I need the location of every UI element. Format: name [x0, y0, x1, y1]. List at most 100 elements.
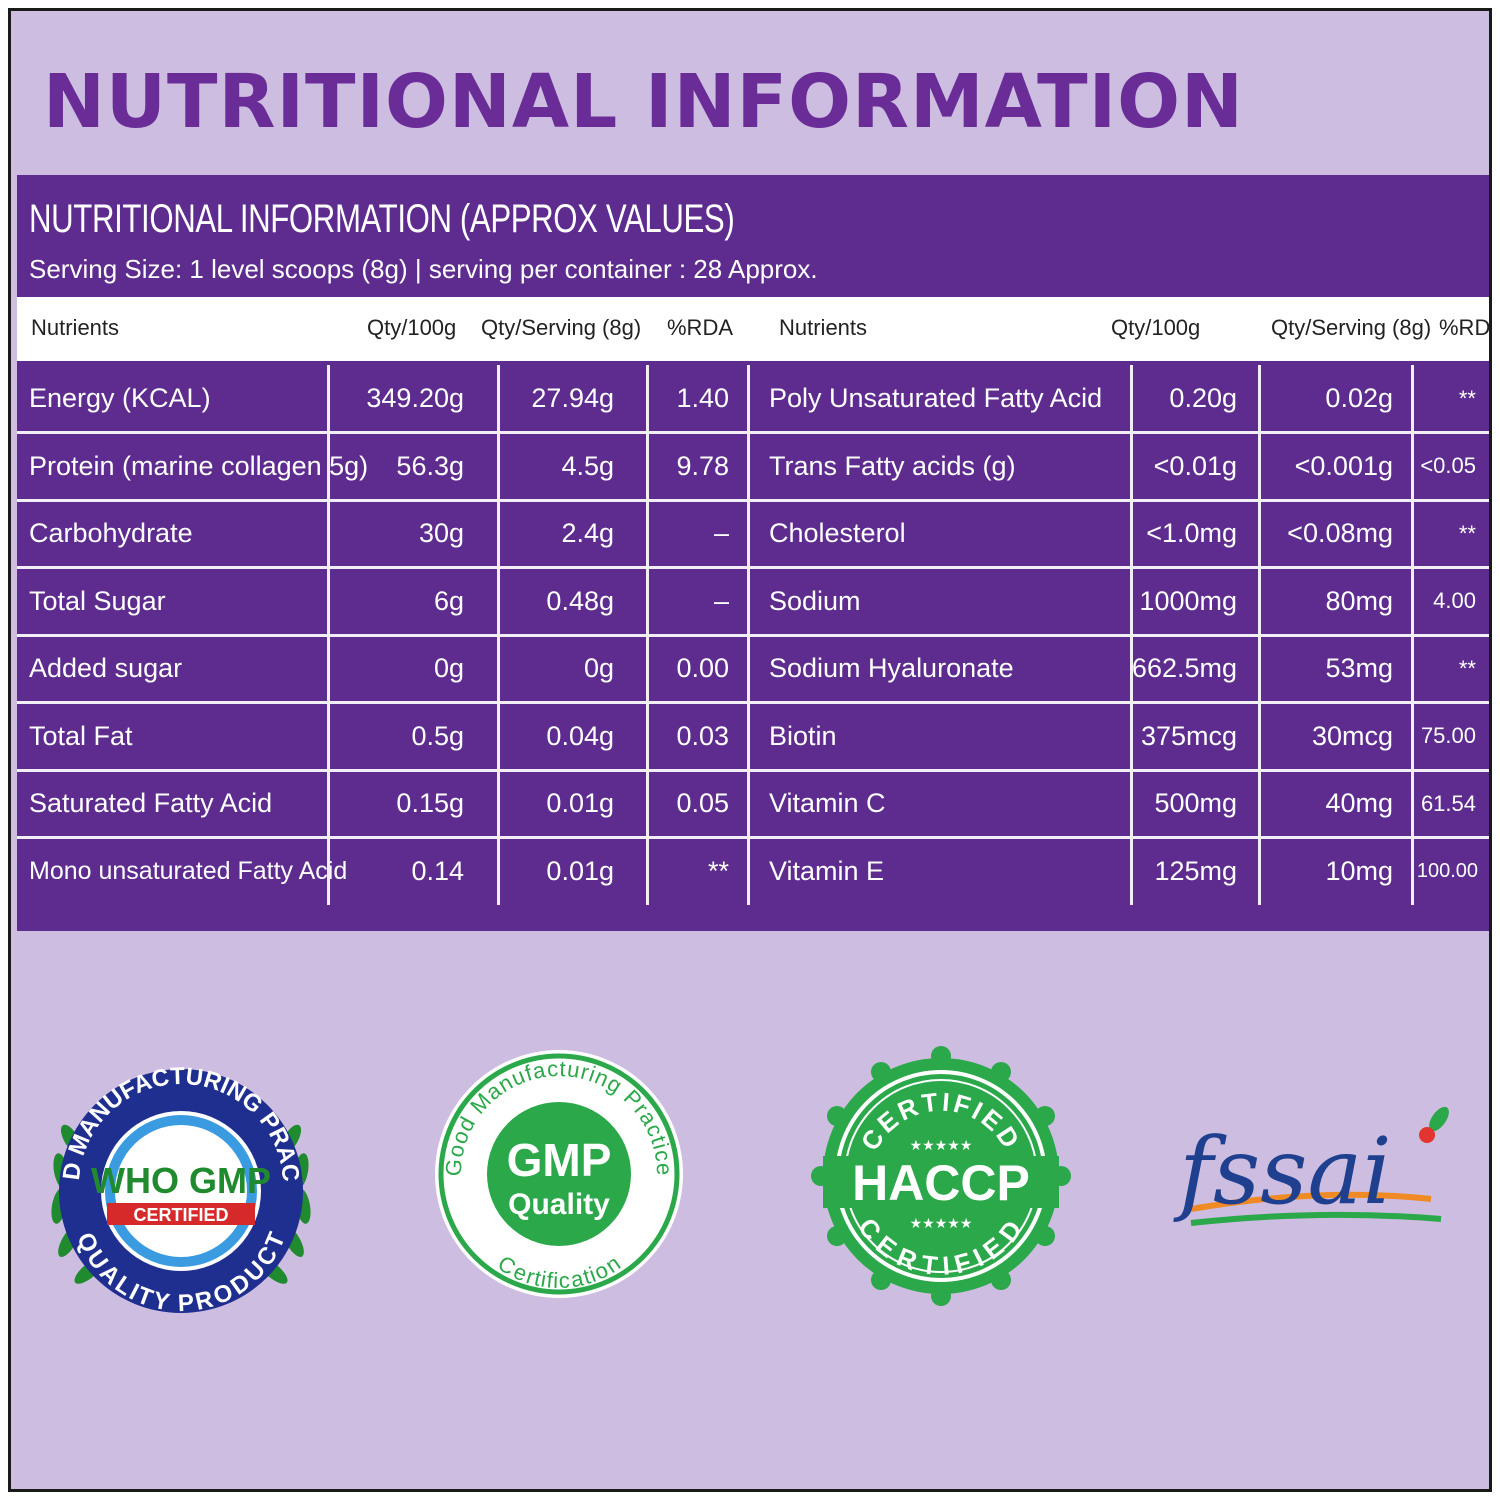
rda: 0.05 [676, 788, 729, 819]
qty-100g: 125mg [1154, 855, 1237, 886]
haccp-seal-icon: CERTIFIED CERTIFIED ★★★★★ HACCP ★★★★★ [811, 1046, 1071, 1306]
table-row: Added sugar 0g 0g 0.00 Sodium Hyaluronat… [17, 635, 1489, 703]
header-qty100-left: Qty/100g [367, 315, 457, 340]
nutrient-name: Sodium Hyaluronate [769, 653, 1014, 684]
header-qtyserving-right: Qty/Serving (8g) [1271, 315, 1432, 340]
qty-100g: 1000mg [1139, 585, 1237, 616]
nutrient-name: Cholesterol [769, 518, 906, 549]
header-rda-left: %RDA [667, 315, 734, 340]
nutrient-name: Mono unsaturated Fatty Acid [29, 856, 348, 885]
table-row: Saturated Fatty Acid 0.15g 0.01g 0.05 Vi… [17, 770, 1489, 838]
table-row: Protein (marine collagen 5g) 56.3g 4.5g … [17, 433, 1489, 501]
nutrient-name: Total Sugar [29, 585, 166, 616]
qty-100g: 0.20g [1169, 383, 1237, 414]
qty-100g: 500mg [1154, 788, 1237, 819]
qty-serving: 30mcg [1311, 720, 1393, 751]
rda: ** [707, 855, 729, 886]
nutrient-name: Protein (marine collagen 5g) [29, 450, 369, 481]
qty-serving: 0.48g [546, 585, 614, 616]
rda: <0.05 [1420, 453, 1476, 479]
grid-divider [17, 634, 1489, 637]
qty-serving: 0.02g [1325, 383, 1393, 414]
rda: 75.00 [1420, 723, 1476, 749]
gmp-center-top: GMP [507, 1134, 612, 1186]
rda: 0.03 [676, 720, 729, 751]
rda: – [713, 585, 729, 616]
qty-100g: 30g [418, 518, 464, 549]
header-qtyserving-left: Qty/Serving (8g) [481, 315, 642, 340]
qty-serving: 4.5g [561, 450, 614, 481]
grid-divider [17, 499, 1489, 502]
who-ribbon-text: CERTIFIED [133, 1205, 228, 1225]
nutrient-name: Added sugar [29, 653, 183, 684]
table-row: Energy (KCAL) 349.20g 27.94g 1.40 Poly U… [17, 365, 1489, 433]
nutrient-name: Poly Unsaturated Fatty Acid [769, 383, 1103, 414]
qty-100g: 0g [433, 653, 464, 684]
nutrient-name: Saturated Fatty Acid [29, 788, 273, 819]
grid-divider [17, 566, 1489, 569]
header-qty100-right: Qty/100g [1111, 315, 1201, 340]
nutrient-name: Sodium [769, 585, 861, 616]
column-header-row: Nutrients Qty/100g Qty/Serving (8g) %RDA… [17, 297, 1489, 361]
panel-header: NUTRITIONAL INFORMATION (APPROX VALUES) … [29, 197, 1477, 285]
fssai-wordmark: fssai [1173, 1118, 1392, 1225]
haccp-center-text: HACCP [852, 1155, 1030, 1211]
qty-serving: 0.04g [546, 720, 614, 751]
qty-100g: 0.15g [396, 788, 464, 819]
grid-divider [17, 769, 1489, 772]
haccp-stars-bottom: ★★★★★ [910, 1216, 973, 1232]
qty-serving: 10mg [1325, 855, 1393, 886]
qty-serving: 0.01g [546, 855, 614, 886]
nutrient-name: Energy (KCAL) [29, 383, 211, 414]
who-gmp-seal-icon: GOOD MANUFACTURING PRACTICE QUALITY PROD… [32, 1030, 311, 1317]
qty-serving: <0.001g [1294, 450, 1393, 481]
serving-size: Serving Size: 1 level scoops (8g) | serv… [29, 254, 818, 284]
qty-serving: 27.94g [531, 383, 614, 414]
qty-100g: 349.20g [366, 383, 464, 414]
rda: – [713, 518, 729, 549]
rda: ** [1458, 385, 1476, 411]
qty-100g: 0.5g [411, 720, 464, 751]
fssai-logo: fssai [1171, 1091, 1471, 1261]
rda: 4.00 [1433, 588, 1476, 614]
qty-serving: 0.01g [546, 788, 614, 819]
fssai-logo-icon: fssai [1173, 1106, 1449, 1226]
nutrient-name: Vitamin C [769, 788, 886, 819]
table-row: Total Sugar 6g 0.48g – Sodium 1000mg 80m… [17, 568, 1489, 636]
table-row: Mono unsaturated Fatty Acid 0.14 0.01g *… [17, 838, 1489, 906]
grid-divider [17, 836, 1489, 839]
nutrition-panel: NUTRITIONAL INFORMATION (APPROX VALUES) … [17, 175, 1489, 931]
qty-serving: 2.4g [561, 518, 614, 549]
qty-100g: 375mcg [1140, 720, 1237, 751]
panel-title: NUTRITIONAL INFORMATION (APPROX VALUES) [29, 197, 735, 241]
qty-serving: 53mg [1325, 653, 1393, 684]
qty-100g: <1.0mg [1146, 518, 1237, 549]
who-gmp-logo: GOOD MANUFACTURING PRACTICE QUALITY PROD… [32, 1030, 321, 1321]
page-frame: NUTRITIONAL INFORMATION NUTRITIONAL INFO… [8, 8, 1492, 1492]
qty-100g: 662.5mg [1131, 653, 1237, 684]
grid-divider [17, 701, 1489, 704]
qty-100g: 0.14 [411, 855, 464, 886]
rda: 100.00 [1416, 859, 1478, 882]
who-center-text: WHO GMP [91, 1160, 271, 1201]
nutrient-name: Biotin [769, 720, 837, 751]
rda: 9.78 [676, 450, 729, 481]
rda: 0.00 [676, 653, 729, 684]
qty-100g: 6g [433, 585, 464, 616]
nutrient-name: Trans Fatty acids (g) [769, 450, 1016, 481]
header-rda-right: %RDA [1439, 315, 1491, 340]
qty-100g: 56.3g [396, 450, 464, 481]
rda: ** [1458, 655, 1476, 681]
header-nutrients-right: Nutrients [779, 315, 868, 340]
grid-divider [17, 431, 1489, 434]
qty-serving: 80mg [1325, 585, 1393, 616]
header-nutrients-left: Nutrients [31, 315, 120, 340]
nutrient-name: Total Fat [29, 720, 133, 751]
qty-serving: 0g [583, 653, 614, 684]
nutrient-name: Vitamin E [769, 855, 885, 886]
rda: 61.54 [1420, 790, 1476, 816]
nutrient-name: Carbohydrate [29, 518, 193, 549]
table-row: Total Fat 0.5g 0.04g 0.03 Biotin 375mcg … [17, 703, 1489, 771]
rda: 1.40 [676, 383, 729, 414]
rda: ** [1458, 520, 1476, 546]
